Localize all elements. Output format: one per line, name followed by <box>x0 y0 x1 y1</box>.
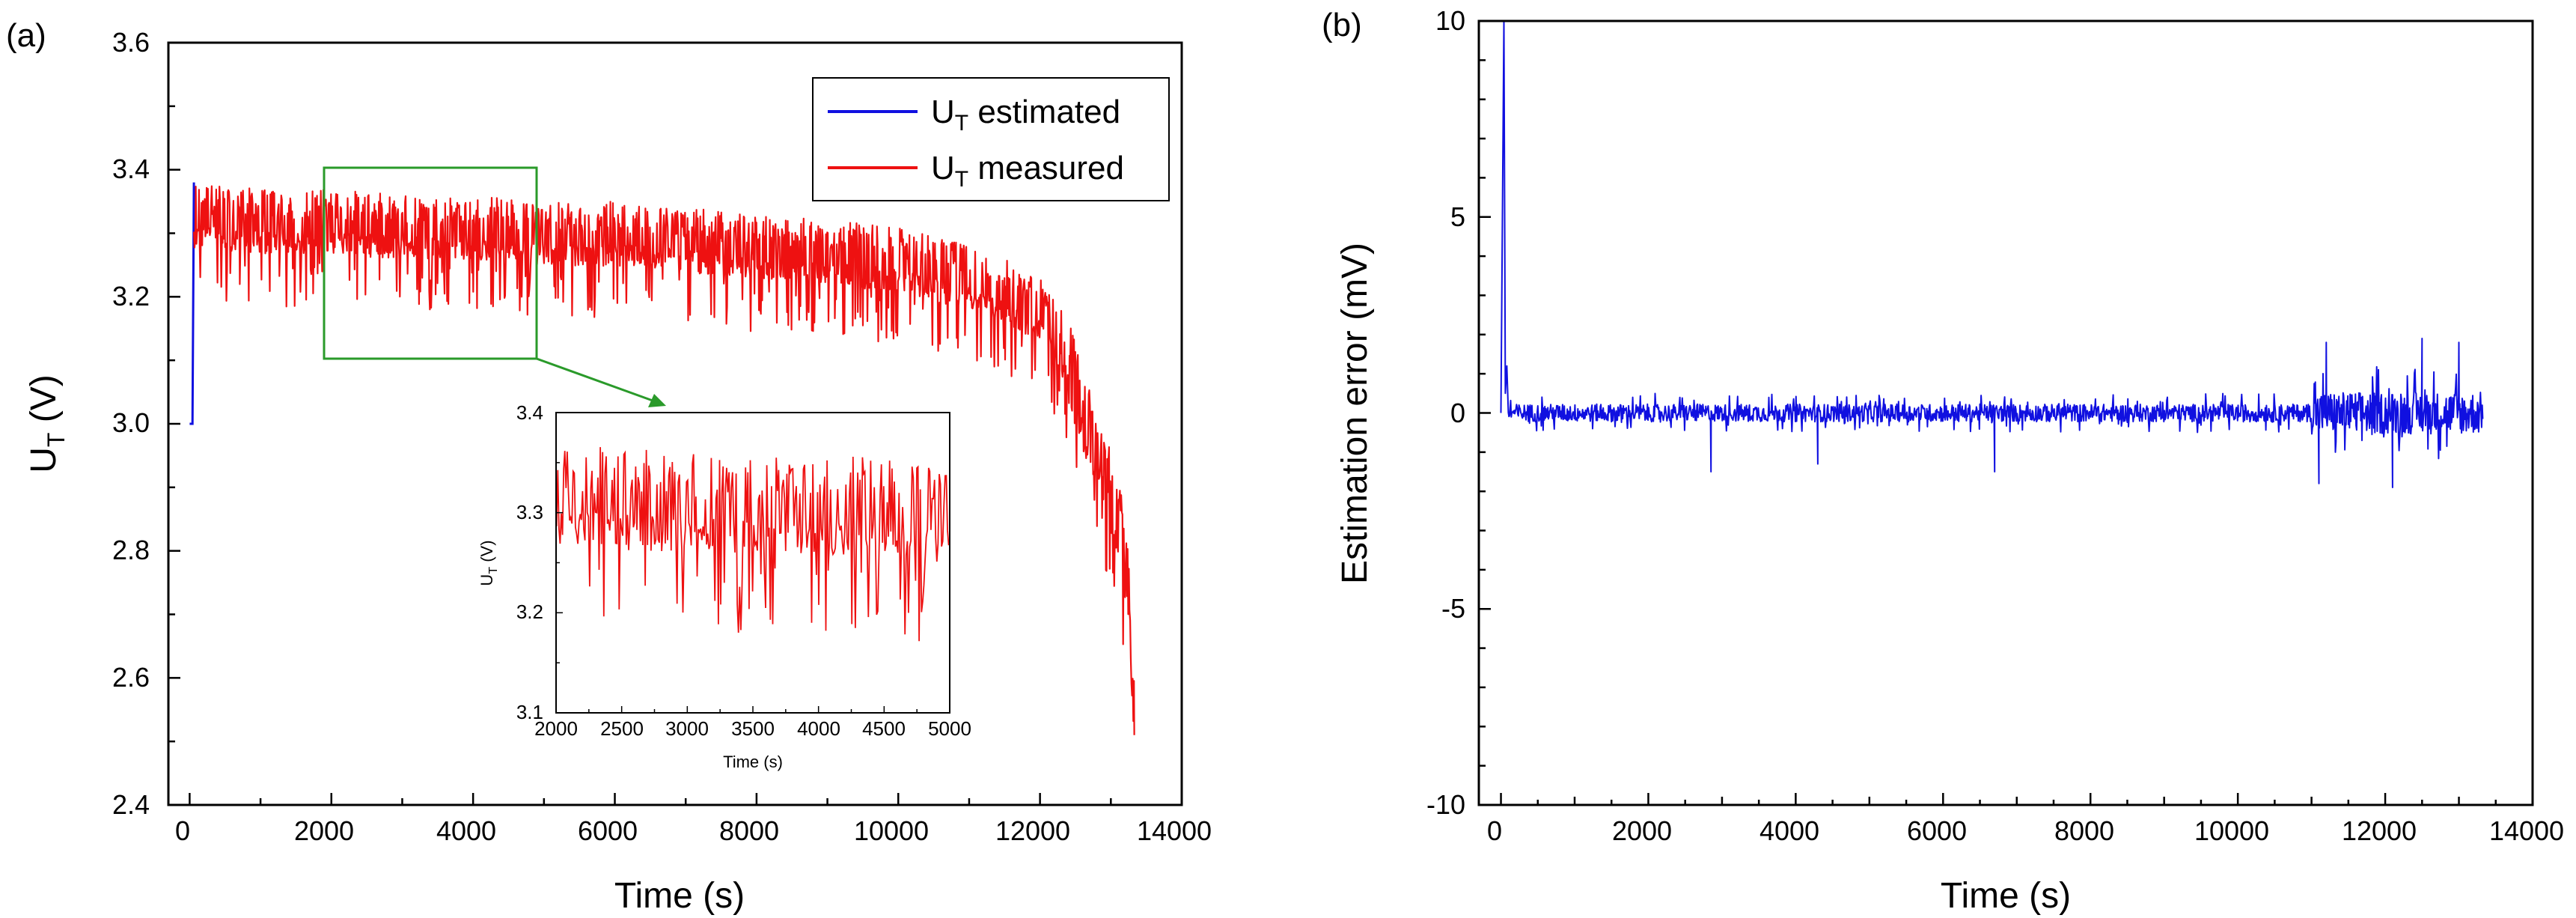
inset-ytick-label: 3.1 <box>516 701 543 723</box>
panel-b-x-axis-label: Time (s) <box>1941 876 2071 916</box>
b-xtick-label: 4000 <box>1759 815 1819 846</box>
inset-data-layer <box>555 447 950 642</box>
series-estimation-error-line <box>1500 20 2484 488</box>
panel-a-x-axis-label: Time (s) <box>614 876 745 916</box>
inset-xtick-label: 3000 <box>665 717 709 740</box>
panel-b-y-axis-label: Estimation error (mV) <box>1335 243 1375 584</box>
a-ytick-label: 2.4 <box>112 789 150 820</box>
b-ytick-label: 10 <box>1435 5 1465 36</box>
series-ut-measured-line <box>193 185 1135 735</box>
b-xtick-label: 12000 <box>2342 815 2417 846</box>
b-xtick-label: 8000 <box>2054 815 2114 846</box>
inset-xtick-label: 4500 <box>862 717 906 740</box>
a-xtick-label: 6000 <box>578 815 638 846</box>
panel-b-y-tick-labels: -10 -5 0 5 10 <box>1426 5 1465 820</box>
inset-xtick-label: 5000 <box>928 717 971 740</box>
panel-a: (a) 0 2000 4000 6000 8000 10000 12000 14… <box>6 17 1212 916</box>
a-xtick-label: 2000 <box>294 815 354 846</box>
a-xtick-label: 4000 <box>436 815 496 846</box>
zoom-region-box <box>323 166 538 360</box>
legend-label-estimated: UT estimated <box>931 94 1120 136</box>
b-xtick-label: 2000 <box>1612 815 1672 846</box>
panel-a-x-tick-labels: 0 2000 4000 6000 8000 10000 12000 14000 <box>175 815 1212 846</box>
panel-a-legend: UT estimated UT measured <box>812 77 1170 201</box>
panel-b-label: (b) <box>1322 7 1362 43</box>
panel-b: (b) 0 2000 4000 6000 8000 10000 12000 14… <box>1322 5 2564 916</box>
b-xtick-label: 6000 <box>1907 815 1967 846</box>
b-xtick-label: 0 <box>1487 815 1502 846</box>
b-ytick-label: 5 <box>1450 201 1465 232</box>
a-xtick-label: 12000 <box>995 815 1070 846</box>
inset-series-ut-measured-line <box>555 447 950 642</box>
b-ytick-label: 0 <box>1450 398 1465 428</box>
b-ytick-label: -5 <box>1441 593 1465 624</box>
inset-chart: 2000 2500 3000 3500 4000 4500 5000 3.1 3… <box>477 401 971 771</box>
a-ytick-label: 2.6 <box>112 662 150 693</box>
a-xtick-label: 14000 <box>1137 815 1212 846</box>
inset-ticks <box>555 412 950 714</box>
inset-xtick-label: 2500 <box>600 717 644 740</box>
inset-ytick-label: 3.3 <box>516 501 543 523</box>
b-ytick-label: -10 <box>1426 789 1465 820</box>
a-ytick-label: 3.0 <box>112 407 150 438</box>
panel-a-y-axis-label: UT (V) <box>24 374 70 473</box>
inset-y-tick-labels: 3.1 3.2 3.3 3.4 <box>516 401 543 723</box>
inset-y-axis-label: UT (V) <box>477 540 500 586</box>
inset-ytick-label: 3.2 <box>516 601 543 623</box>
panel-a-data-layer <box>189 182 1135 735</box>
panel-b-x-tick-labels: 0 2000 4000 6000 8000 10000 12000 14000 <box>1487 815 2564 846</box>
series-ut-estimated-line <box>189 182 195 425</box>
inset-xtick-label: 3500 <box>731 717 775 740</box>
legend-box <box>812 77 1170 201</box>
legend-label-measured: UT measured <box>931 150 1124 192</box>
inset-xtick-label: 2000 <box>534 717 578 740</box>
a-xtick-label: 8000 <box>719 815 779 846</box>
a-xtick-label: 0 <box>175 815 190 846</box>
a-ytick-label: 3.4 <box>112 153 150 184</box>
b-xtick-label: 14000 <box>2489 815 2564 846</box>
inset-xtick-label: 4000 <box>797 717 840 740</box>
b-xtick-label: 10000 <box>2194 815 2269 846</box>
panel-a-ticks <box>168 41 1183 806</box>
panel-a-label: (a) <box>6 17 46 54</box>
a-ytick-label: 3.6 <box>112 27 150 58</box>
panel-b-data-layer <box>1500 20 2484 488</box>
a-ytick-label: 2.8 <box>112 535 150 565</box>
inset-x-axis-label: Time (s) <box>723 753 783 771</box>
panel-b-ticks <box>1479 19 2534 806</box>
inset-ytick-label: 3.4 <box>516 401 543 424</box>
a-xtick-label: 10000 <box>854 815 929 846</box>
panel-a-y-tick-labels: 2.4 2.6 2.8 3.0 3.2 3.4 3.6 <box>112 27 150 820</box>
a-ytick-label: 3.2 <box>112 281 150 311</box>
inset-x-tick-labels: 2000 2500 3000 3500 4000 4500 5000 <box>534 717 971 740</box>
zoom-arrow-line <box>536 357 653 402</box>
zoom-arrow-head <box>648 394 666 407</box>
